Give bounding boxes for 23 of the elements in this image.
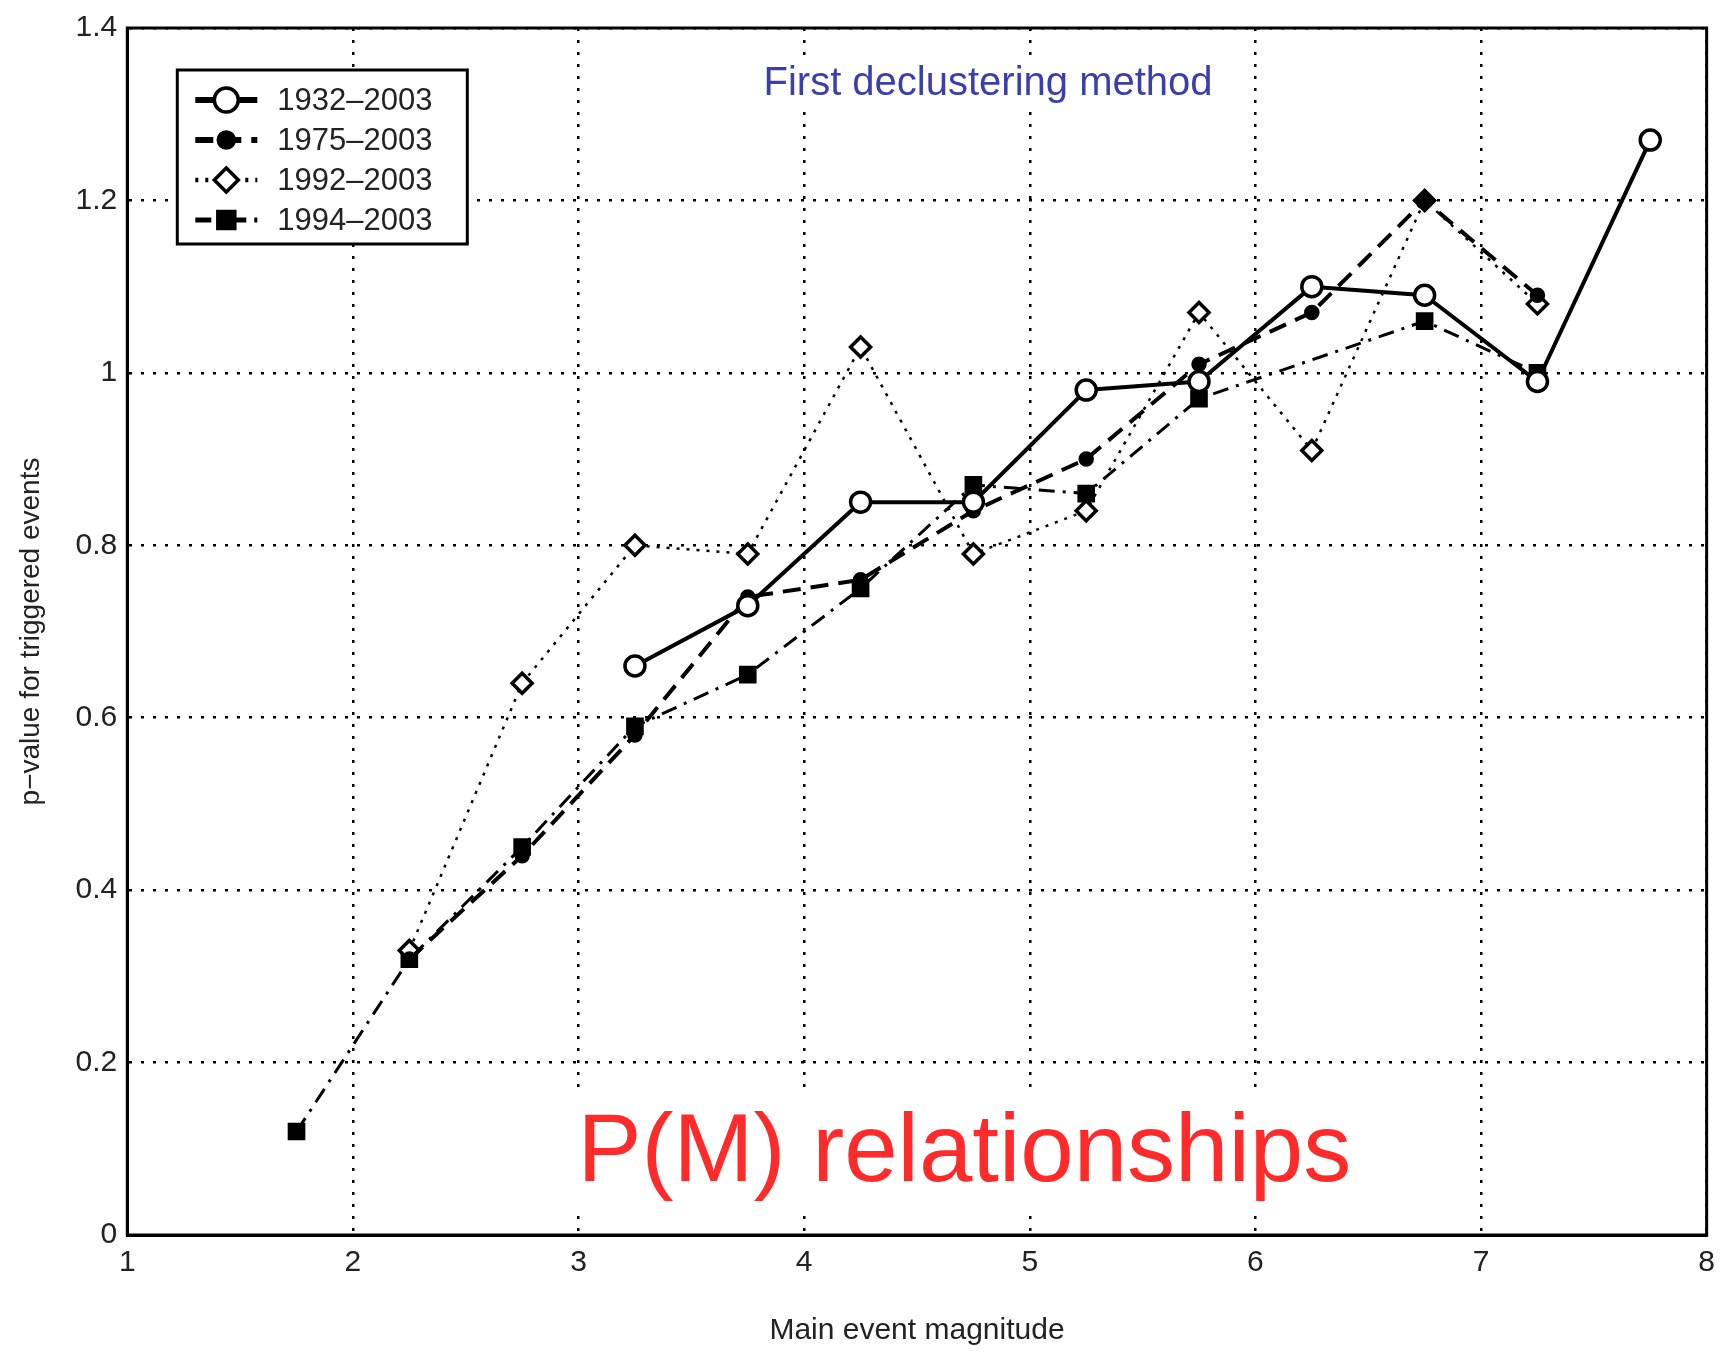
x-tick-label: 4 [795,1244,813,1278]
y-axis-title: p−value for triggered events [13,457,45,806]
annotation: First declustering method [763,59,1213,104]
x-tick-label: 8 [1698,1244,1715,1278]
y-tick-label: 0.8 [75,526,118,560]
legend-label: 1975–2003 [277,121,433,157]
y-tick-label: 0.6 [75,698,118,732]
legend-label: 1932–2003 [277,81,433,117]
x-axis-title: Main event magnitude [769,1312,1065,1346]
y-tick-label: 0.4 [75,871,118,905]
x-tick-label: 3 [570,1244,587,1278]
y-tick-label: 0.2 [75,1043,118,1077]
x-tick-label: 7 [1472,1244,1490,1278]
x-tick-label: 2 [344,1244,362,1278]
x-tick-label: 6 [1247,1244,1264,1278]
y-tick-label: 1.2 [75,181,118,215]
annotation: P(M) relationships [577,1094,1352,1202]
legend-label: 1992–2003 [277,161,433,197]
x-tick-label: 5 [1021,1244,1039,1278]
y-tick-label: 1 [100,354,118,388]
y-tick-label: 1.4 [75,9,118,43]
legend-label: 1994–2003 [277,201,433,237]
y-tick-label: 0 [100,1216,118,1250]
